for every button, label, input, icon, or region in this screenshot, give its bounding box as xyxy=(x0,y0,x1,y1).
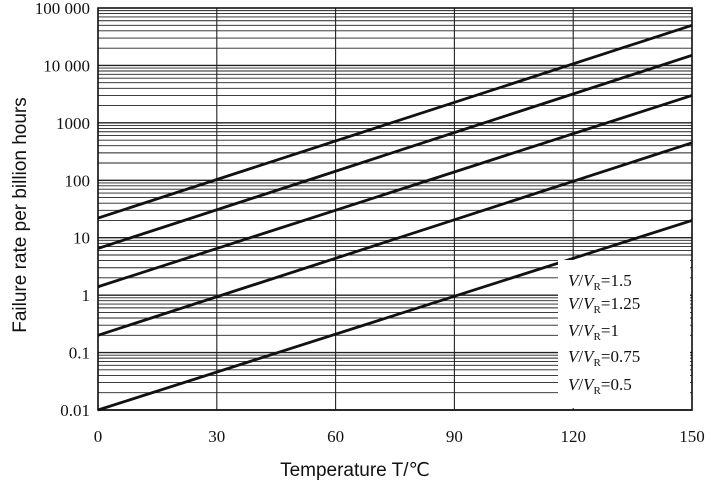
series-line xyxy=(97,219,693,412)
x-axis-label: Temperature T/℃ xyxy=(280,460,430,481)
y-tick-label: 1000 xyxy=(56,114,90,133)
legend-entry: V/VR=0.75 xyxy=(568,347,640,369)
y-tick-label: 1 xyxy=(82,286,91,305)
x-tick-label: 0 xyxy=(94,427,103,446)
series-lines xyxy=(97,23,693,412)
y-tick-label: 0.01 xyxy=(60,401,90,420)
x-tick-label: 90 xyxy=(446,427,463,446)
plot-frame xyxy=(97,7,693,411)
x-tick-label: 60 xyxy=(327,427,344,446)
legend-background xyxy=(558,260,690,408)
legend-entry: V/VR=1.25 xyxy=(568,294,640,316)
legend: V/VR=1.5V/VR=1.25 V/VR=1 V/VR=0.75 V/VR=0.5 xyxy=(568,271,640,397)
series-line xyxy=(97,53,693,250)
legend-entry: V/VR=1 xyxy=(568,321,619,343)
series-line xyxy=(97,141,693,337)
y-axis-label: Failure rate per billion hours xyxy=(10,97,31,333)
x-tick-label: 120 xyxy=(560,427,586,446)
x-tick-label: 150 xyxy=(679,427,705,446)
y-tick-label: 100 000 xyxy=(35,0,90,18)
y-tick-label: 0.1 xyxy=(69,344,90,363)
legend-entry: V/VR=1.5 xyxy=(568,271,632,293)
y-tick-label: 10 000 xyxy=(43,56,90,75)
y-tick-label: 10 xyxy=(73,229,90,248)
y-tick-label: 100 xyxy=(65,171,91,190)
series-line xyxy=(97,94,693,289)
legend-entry: V/VR=0.5 xyxy=(568,375,632,397)
x-tick-label: 30 xyxy=(208,427,225,446)
y-axis-ticks: 0.01 0.1 1 10 100 1000 10 000 100 000 xyxy=(35,0,90,420)
series-line xyxy=(97,23,693,220)
x-axis-ticks: 0 30 60 90 120 150 xyxy=(94,427,705,446)
